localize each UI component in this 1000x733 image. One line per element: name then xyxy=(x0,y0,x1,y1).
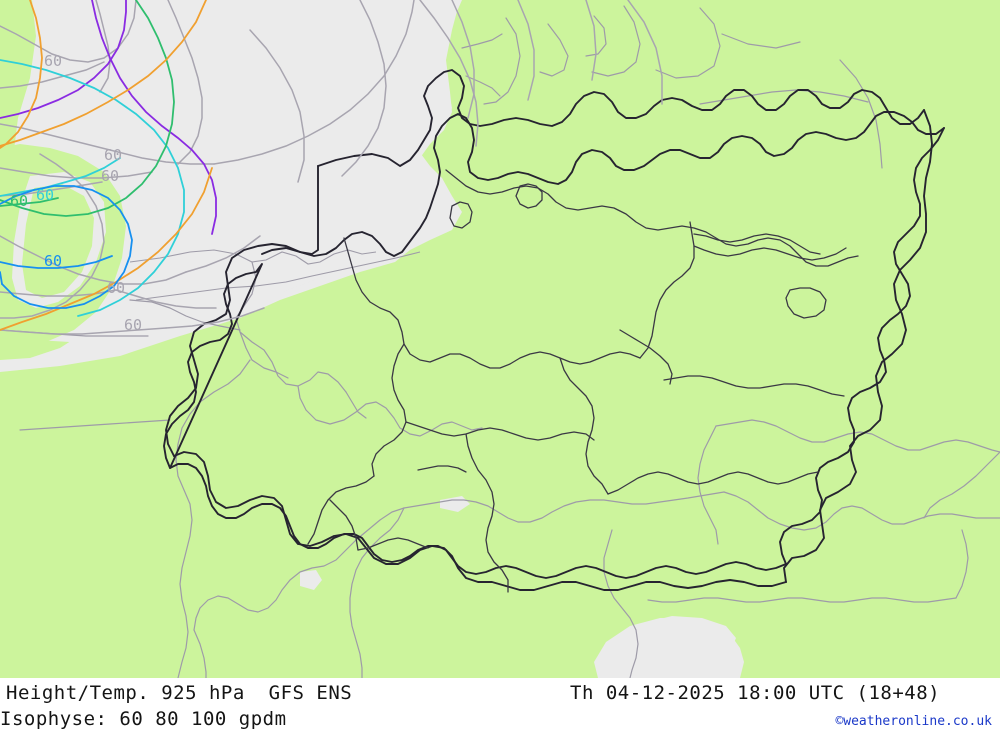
footer-run-time: Th 04-12-2025 18:00 UTC (18+48) xyxy=(570,682,941,704)
contour-value-label: 60 xyxy=(36,186,54,204)
map-canvas[interactable]: 60 60 60 60 60 60 60 60 xyxy=(0,0,1000,678)
map-vector-layer: 60 60 60 60 60 60 60 60 xyxy=(0,0,1000,678)
national-borders xyxy=(0,5,1000,678)
footer-parameter-label: Height/Temp. 925 hPa GFS ENS xyxy=(6,682,353,704)
lake-neusiedl xyxy=(300,570,322,590)
map-footer: Height/Temp. 925 hPa GFS ENS Isophyse: 6… xyxy=(0,678,1000,733)
contour-value-label: 60 xyxy=(44,52,62,70)
contour-value-label: 60 xyxy=(104,146,122,164)
land-scotland-strip xyxy=(0,0,36,152)
land-small-isle-1 xyxy=(534,84,556,104)
germany-national-border xyxy=(163,111,945,579)
copyright-watermark: ©weatheronline.co.uk xyxy=(835,714,992,729)
contour-value-label: 60 xyxy=(101,167,119,185)
land-skane xyxy=(626,0,720,68)
coastline-detail xyxy=(129,249,421,301)
contour-value-label: 60 xyxy=(10,192,28,210)
germany-border-outline xyxy=(165,69,933,591)
land-sweden-east xyxy=(722,0,800,50)
land-small-isle-3 xyxy=(534,268,584,294)
venice-lagoon xyxy=(684,644,730,678)
land-bornholm xyxy=(696,186,734,212)
german-state-borders xyxy=(307,169,859,593)
land-small-isle-2 xyxy=(566,96,588,114)
contour-value-label: 60 xyxy=(107,279,125,297)
contour-value-label: 60 xyxy=(124,316,142,334)
contour-label-group: 60 60 60 60 60 60 60 60 xyxy=(10,52,142,334)
contour-value-label: 60 xyxy=(44,252,62,270)
footer-isopleth-label: Isophyse: 60 80 100 gpdm xyxy=(0,708,287,730)
ensemble-contours xyxy=(0,0,663,335)
land-small-isle-4 xyxy=(582,262,612,286)
